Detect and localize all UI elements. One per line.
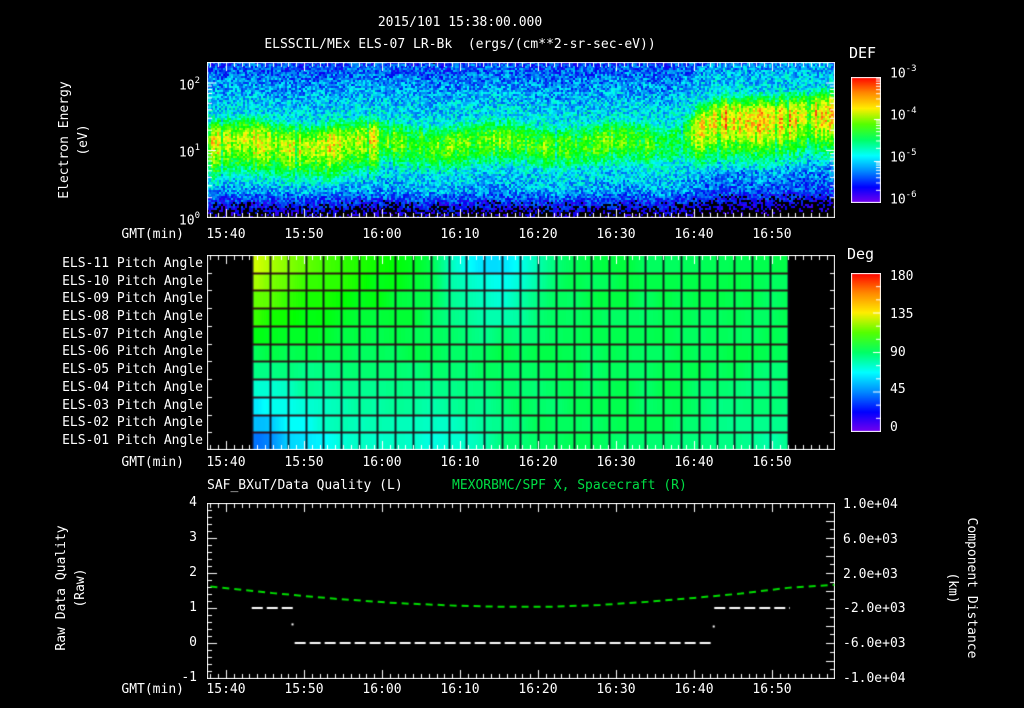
line-left-tick-label: 0 [189, 635, 197, 650]
line-left-tick-label: 1 [189, 600, 197, 615]
x-tick-label: 16:20 [518, 227, 558, 242]
line-right-tick-label: -6.0e+03 [843, 636, 906, 652]
instrument-title: ELSSCIL/MEx ELS-07 LR-Bk (ergs/(cm**2-sr… [264, 37, 656, 52]
line-panel-title-right: MEXORBMC/SPF X, Spacecraft (R) [452, 478, 687, 493]
x-tick-label: 16:20 [518, 682, 558, 697]
x-tick-label: 15:50 [284, 455, 324, 470]
line-panel-title-left: SAF_BXuT/Data Quality (L) [207, 478, 403, 493]
quality-distance-plot [207, 503, 835, 679]
gmt-label-1: GMT(min) [121, 227, 184, 242]
line-panel-right-axis-label: Component Distance (km) [945, 517, 979, 659]
line-right-tick-label: -2.0e+03 [843, 601, 906, 617]
x-tick-label: 16:40 [674, 227, 714, 242]
pitch-row-label: ELS-08 Pitch Angle [62, 309, 203, 325]
pitch-row-label: ELS-09 Pitch Angle [62, 291, 203, 307]
spectrogram-y-tick-label: 101 [178, 143, 200, 161]
pitch-row-label: ELS-11 Pitch Angle [62, 255, 203, 271]
line-left-tick-label: 4 [189, 495, 197, 510]
def-colorbar-tick-label: 10-5 [890, 148, 917, 166]
x-tick-label: 15:40 [206, 455, 246, 470]
x-tick-label: 16:30 [596, 682, 636, 697]
line-right-tick-label: 2.0e+03 [843, 566, 898, 582]
timestamp-title: 2015/101 15:38:00.000 [377, 15, 543, 30]
x-tick-label: 16:10 [440, 455, 480, 470]
line-left-tick-label: 2 [189, 565, 197, 580]
x-tick-label: 15:40 [206, 227, 246, 242]
line-right-tick-label: 6.0e+03 [843, 531, 898, 547]
def-colorbar-title: DEF [849, 44, 877, 62]
gmt-label-3: GMT(min) [121, 682, 184, 697]
def-colorbar-tick-label: 10-3 [890, 64, 917, 82]
x-tick-label: 16:30 [596, 455, 636, 470]
pitch-row-label: ELS-03 Pitch Angle [62, 397, 203, 413]
deg-colorbar [851, 273, 881, 432]
line-left-tick-label: -1 [181, 670, 197, 685]
x-tick-label: 15:50 [284, 682, 324, 697]
spectrogram-y-axis-label: Electron Energy (eV) [57, 81, 91, 199]
x-tick-label: 16:50 [752, 227, 792, 242]
x-tick-label: 16:30 [596, 227, 636, 242]
x-tick-label: 15:50 [284, 227, 324, 242]
spectrogram-y-tick-label: 102 [178, 75, 200, 93]
x-tick-label: 16:10 [440, 682, 480, 697]
x-tick-label: 16:00 [362, 682, 402, 697]
line-right-tick-label: 1.0e+04 [843, 497, 898, 512]
def-colorbar-tick-label: 10-4 [890, 106, 917, 124]
pitch-row-label: ELS-01 Pitch Angle [62, 433, 203, 449]
pitch-angle-heatmap [207, 255, 835, 450]
x-tick-label: 16:40 [674, 455, 714, 470]
x-tick-label: 16:10 [440, 227, 480, 242]
gmt-label-2: GMT(min) [121, 455, 184, 470]
def-colorbar [851, 77, 881, 203]
x-tick-label: 16:50 [752, 682, 792, 697]
x-tick-label: 15:40 [206, 682, 246, 697]
pitch-row-label: ELS-10 Pitch Angle [62, 273, 203, 289]
deg-colorbar-tick-label: 45 [890, 382, 906, 398]
line-right-tick-label: -1.0e+04 [843, 671, 906, 686]
pitch-row-label: ELS-06 Pitch Angle [62, 344, 203, 360]
deg-colorbar-tick-label: 180 [890, 269, 914, 284]
line-left-tick-label: 3 [189, 530, 197, 545]
pitch-row-label: ELS-02 Pitch Angle [62, 415, 203, 431]
x-tick-label: 16:50 [752, 455, 792, 470]
x-tick-label: 16:40 [674, 682, 714, 697]
deg-colorbar-tick-label: 0 [890, 420, 898, 435]
def-colorbar-tick-label: 10-6 [890, 190, 917, 208]
x-tick-label: 16:00 [362, 227, 402, 242]
deg-colorbar-tick-label: 135 [890, 306, 914, 322]
pitch-row-label: ELS-05 Pitch Angle [62, 362, 203, 378]
x-tick-label: 16:00 [362, 455, 402, 470]
electron-energy-spectrogram [207, 62, 835, 218]
pitch-row-label: ELS-04 Pitch Angle [62, 379, 203, 395]
deg-colorbar-tick-label: 90 [890, 344, 906, 360]
spectrogram-y-tick-label: 100 [178, 210, 200, 228]
deg-colorbar-title: Deg [847, 245, 875, 263]
pitch-row-label: ELS-07 Pitch Angle [62, 326, 203, 342]
line-panel-left-axis-label: Raw Data Quality (Raw) [54, 525, 88, 651]
x-tick-label: 16:20 [518, 455, 558, 470]
